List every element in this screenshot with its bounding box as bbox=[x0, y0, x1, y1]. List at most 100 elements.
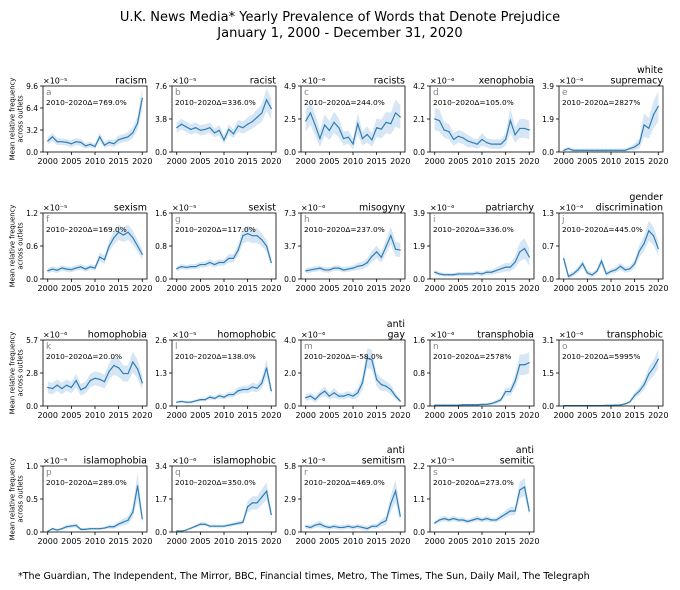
data-point bbox=[476, 272, 478, 274]
data-point bbox=[519, 127, 521, 130]
x-tick-label: 2015 bbox=[108, 411, 128, 420]
x-tick-label: 2005 bbox=[577, 411, 597, 420]
data-point bbox=[113, 364, 115, 367]
y-tick-label: 1.3 bbox=[542, 209, 554, 218]
data-point bbox=[237, 249, 239, 251]
delta-annotation: 2010–2020Δ=2578% bbox=[433, 352, 511, 361]
data-point bbox=[56, 529, 58, 531]
panel-title: anti bbox=[387, 445, 405, 456]
y-tick-label: 3.9 bbox=[542, 82, 554, 91]
x-tick-label: 2020 bbox=[519, 157, 539, 166]
data-point bbox=[99, 528, 101, 530]
data-point bbox=[47, 140, 49, 142]
data-point bbox=[328, 526, 330, 529]
data-point bbox=[56, 141, 58, 143]
x-tick-label: 2000 bbox=[38, 411, 58, 420]
data-point bbox=[371, 359, 373, 361]
data-point bbox=[127, 136, 129, 138]
data-point bbox=[118, 523, 120, 525]
data-point bbox=[51, 528, 54, 530]
data-point bbox=[319, 393, 321, 396]
data-point bbox=[643, 384, 645, 386]
data-point bbox=[75, 379, 77, 382]
data-point bbox=[657, 247, 659, 250]
data-point bbox=[342, 269, 345, 271]
panel-letter: o bbox=[562, 342, 568, 352]
data-point bbox=[462, 404, 464, 406]
scale-factor: ×10⁻⁵ bbox=[172, 204, 196, 213]
panel-islamophobia: 0.0 0.5 1.0 2000 2005 2010 2015 2020 ×10⁻⁵ islamo… bbox=[26, 456, 152, 547]
data-point bbox=[314, 268, 316, 270]
data-point bbox=[75, 524, 77, 527]
y-tick-label: 1.0 bbox=[26, 462, 38, 471]
data-point bbox=[567, 275, 570, 278]
data-point bbox=[366, 357, 368, 359]
x-tick-label: 2000 bbox=[167, 284, 187, 293]
data-point bbox=[305, 397, 307, 399]
y-tick-label: 0.0 bbox=[284, 528, 296, 537]
y-tick-label: 3.7 bbox=[284, 242, 296, 251]
x-tick-label: 2010 bbox=[214, 284, 234, 293]
x-tick-label: 2020 bbox=[390, 411, 410, 420]
scale-factor: ×10⁻⁶ bbox=[430, 77, 454, 86]
data-point bbox=[199, 523, 201, 525]
x-tick-label: 2010 bbox=[85, 284, 105, 293]
confidence-band bbox=[47, 224, 143, 273]
data-point bbox=[505, 138, 507, 141]
data-point bbox=[270, 390, 272, 392]
data-point bbox=[51, 136, 54, 138]
data-point bbox=[476, 143, 478, 145]
data-point bbox=[66, 384, 68, 386]
data-point bbox=[638, 250, 640, 252]
panel-title-line2: semitic bbox=[500, 456, 534, 467]
scale-factor: ×10⁻⁶ bbox=[430, 204, 454, 213]
data-point bbox=[103, 381, 106, 383]
x-tick-label: 2020 bbox=[648, 284, 668, 293]
x-tick-label: 2005 bbox=[448, 537, 468, 546]
data-point bbox=[70, 269, 72, 271]
data-point bbox=[328, 395, 330, 397]
x-tick-label: 2015 bbox=[108, 284, 128, 293]
panel-letter: p bbox=[46, 468, 52, 478]
data-point bbox=[528, 362, 530, 364]
confidence-band bbox=[176, 359, 272, 404]
x-tick-label: 2010 bbox=[214, 411, 234, 420]
data-point bbox=[596, 149, 598, 151]
confidence-band bbox=[305, 348, 401, 403]
data-point bbox=[457, 404, 459, 406]
data-point bbox=[232, 257, 235, 259]
panel-sexist: 0.0 0.8 1.6 2000 2005 2010 2015 2020 ×10⁻⁵ sexist… bbox=[155, 203, 281, 294]
data-point bbox=[80, 141, 82, 143]
y-tick-label: 0.0 bbox=[284, 275, 296, 284]
data-point bbox=[380, 256, 382, 258]
data-point bbox=[108, 370, 110, 372]
x-tick-label: 2015 bbox=[366, 157, 386, 166]
data-point bbox=[453, 274, 455, 276]
data-point bbox=[333, 267, 335, 269]
data-point bbox=[223, 261, 225, 264]
data-point bbox=[127, 231, 129, 233]
scale-factor: ×10⁻⁵ bbox=[43, 457, 67, 466]
panel-sexism: 0.0 0.6 1.2 2000 2005 2010 2015 2020 ×10⁻⁵ sexism… bbox=[26, 203, 152, 294]
data-point bbox=[476, 404, 478, 406]
data-point bbox=[582, 149, 584, 151]
data-point bbox=[251, 386, 253, 388]
data-point bbox=[443, 129, 445, 131]
data-point bbox=[457, 273, 459, 275]
scale-factor: ×10⁻⁵ bbox=[172, 77, 196, 86]
data-point bbox=[490, 519, 493, 521]
data-point bbox=[509, 390, 511, 393]
data-point bbox=[242, 388, 244, 391]
data-point bbox=[242, 235, 244, 237]
data-point bbox=[228, 393, 230, 396]
confidence-band bbox=[305, 479, 401, 531]
data-point bbox=[213, 263, 216, 266]
delta-annotation: 2010–2020Δ=445.0% bbox=[562, 225, 643, 234]
x-tick-label: 2020 bbox=[132, 537, 152, 546]
data-point bbox=[342, 137, 345, 140]
data-point bbox=[265, 245, 268, 247]
data-point bbox=[113, 237, 115, 239]
y-tick-label: 4.9 bbox=[284, 82, 296, 91]
x-tick-label: 2000 bbox=[167, 411, 187, 420]
y-tick-label: 0.6 bbox=[26, 242, 38, 251]
